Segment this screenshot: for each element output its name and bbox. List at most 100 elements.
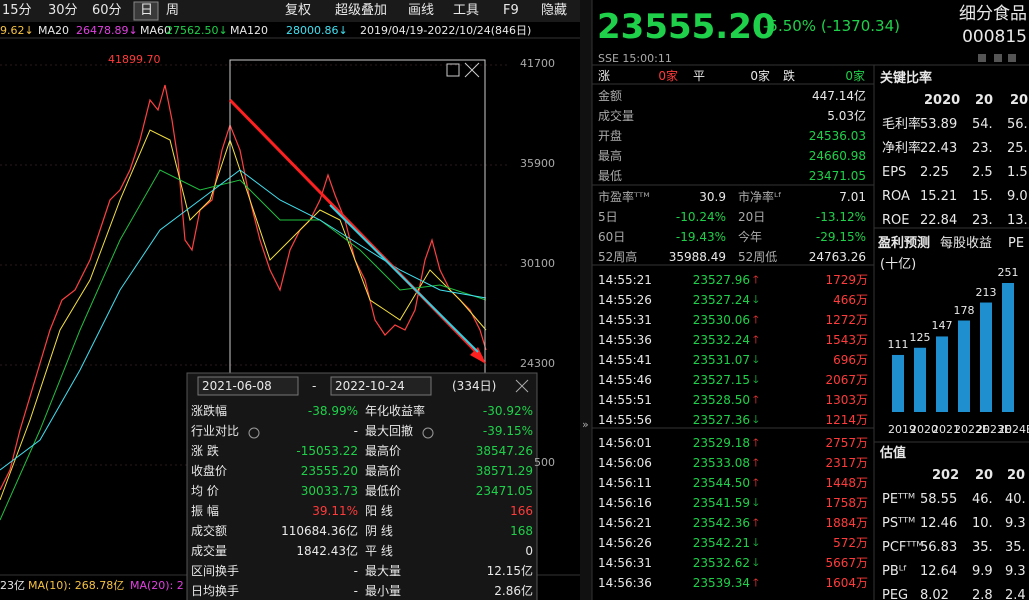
ratio-value: 25. bbox=[1007, 141, 1028, 156]
toolbar-button[interactable]: 复权 bbox=[285, 3, 312, 18]
stat-label: 最高价 bbox=[365, 464, 402, 478]
stat-label: 最低价 bbox=[365, 484, 402, 498]
trade-time: 14:55:21 bbox=[598, 273, 652, 287]
toolbar-button[interactable]: 隐藏 bbox=[541, 3, 568, 18]
trade-direction: 🡑 bbox=[753, 313, 759, 326]
period-tab[interactable]: 15分 bbox=[2, 3, 32, 18]
trade-direction: 🡑 bbox=[753, 436, 759, 449]
splitter[interactable] bbox=[580, 0, 592, 600]
trade-volume: 466万 bbox=[833, 293, 868, 307]
ratio-value: 15.21 bbox=[920, 189, 958, 204]
year-label: 2019 bbox=[888, 423, 916, 436]
trade-direction: 🡑 bbox=[753, 476, 759, 489]
ma-line bbox=[0, 169, 487, 471]
stat-value: 23555.20 bbox=[300, 464, 358, 478]
price-change: -5.50% (-1370.34) bbox=[763, 17, 900, 35]
trade-time: 14:56:21 bbox=[598, 516, 652, 530]
security-code: 000815 bbox=[962, 27, 1027, 47]
stat-label: 今年 bbox=[738, 230, 763, 244]
date-input[interactable] bbox=[197, 376, 299, 396]
stat-value: -10.24% bbox=[675, 210, 726, 224]
forecast-tab[interactable]: PE bbox=[1008, 236, 1025, 251]
stat-label: 52周高 bbox=[598, 250, 638, 264]
ratio-value: 22.84 bbox=[920, 213, 958, 228]
trade-direction: 🡓 bbox=[753, 373, 759, 386]
year-label: 2022E bbox=[954, 423, 989, 436]
trade-volume: 1884万 bbox=[825, 516, 868, 530]
column-header: 20 bbox=[975, 93, 994, 108]
close-icon[interactable] bbox=[464, 62, 480, 78]
end-date[interactable]: 2022-10-24 bbox=[335, 379, 405, 393]
stat-label: 市净率ᴸᶠ bbox=[738, 190, 782, 204]
stat-label: 最大量 bbox=[365, 564, 402, 578]
stat-label: 60日 bbox=[598, 230, 626, 244]
trade-volume: 1758万 bbox=[825, 496, 868, 510]
help-icon[interactable] bbox=[422, 427, 434, 439]
period-tab[interactable]: 30分 bbox=[48, 3, 78, 18]
trade-price: 23544.50 bbox=[692, 476, 750, 490]
price-axis-label: 30100 bbox=[520, 257, 555, 270]
trade-price: 23541.59 bbox=[692, 496, 750, 510]
separator: - bbox=[312, 379, 317, 393]
popup-close[interactable] bbox=[515, 379, 529, 393]
start-date[interactable]: 2021-06-08 bbox=[202, 379, 272, 393]
collapse-icon[interactable]: » bbox=[582, 418, 589, 431]
trade-time: 14:55:36 bbox=[598, 333, 652, 347]
valuation-value: 9.9 bbox=[972, 564, 993, 579]
ratio-value: 1.5 bbox=[1007, 165, 1028, 180]
toolbar-button[interactable]: 画线 bbox=[408, 3, 435, 18]
day-count: (334日) bbox=[452, 379, 497, 393]
column-header: 2020 bbox=[924, 93, 961, 108]
trade-direction: 🡓 bbox=[753, 293, 759, 306]
stat-label: 涨 跌 bbox=[191, 444, 219, 458]
volume-ma: MA(20): 2 bbox=[130, 579, 184, 592]
bar-value: 178 bbox=[953, 303, 975, 317]
trade-time: 14:55:51 bbox=[598, 393, 652, 407]
trade-time: 14:56:36 bbox=[598, 576, 652, 590]
column-header: 20 bbox=[1010, 93, 1029, 108]
trade-time: 14:56:01 bbox=[598, 436, 652, 450]
stat-label: 最低 bbox=[598, 169, 623, 183]
trade-price: 23531.07 bbox=[692, 353, 750, 367]
last-price: 23555.20 bbox=[597, 7, 776, 47]
stat-value: 1842.43亿 bbox=[296, 544, 358, 558]
date-input[interactable] bbox=[330, 376, 432, 396]
period-tab[interactable]: 周 bbox=[166, 3, 180, 18]
maximize-icon[interactable] bbox=[446, 63, 460, 77]
stat-label: 成交量 bbox=[598, 109, 635, 123]
trade-price: 23527.96 bbox=[692, 273, 750, 287]
stat-value: 23471.05 bbox=[808, 169, 866, 183]
trade-volume: 2067万 bbox=[825, 373, 868, 387]
stat-value: -39.15% bbox=[482, 424, 533, 438]
ma-value: MA60 bbox=[140, 24, 172, 37]
stat-value: 447.14亿 bbox=[812, 89, 866, 103]
valuation-value: 35. bbox=[1005, 540, 1026, 555]
toolbar-button[interactable]: 工具 bbox=[453, 3, 480, 18]
period-tab[interactable]: 日 bbox=[140, 3, 154, 18]
trade-volume: 5667万 bbox=[825, 556, 868, 570]
stats-popup bbox=[186, 372, 538, 600]
stat-value: 39.11% bbox=[312, 504, 358, 518]
stat-value: - bbox=[353, 584, 358, 598]
unit-label: (十亿) bbox=[880, 257, 917, 272]
trade-direction: 🡑 bbox=[753, 273, 759, 286]
period-tab[interactable]: 60分 bbox=[92, 3, 122, 18]
stat-value: 7.01 bbox=[839, 190, 866, 204]
ma-value: MA120 bbox=[230, 24, 269, 37]
forecast-tab[interactable]: 盈利预测 bbox=[878, 236, 931, 251]
column-header: 20 bbox=[975, 468, 994, 483]
trade-volume: 1448万 bbox=[825, 476, 868, 490]
ratio-value: 15. bbox=[972, 189, 993, 204]
valuation-label: PSᵀᵀᴹ bbox=[882, 516, 916, 531]
stat-value: 110684.36亿 bbox=[281, 524, 358, 538]
trade-volume: 696万 bbox=[833, 353, 868, 367]
toolbar-button[interactable]: 超级叠加 bbox=[335, 3, 388, 18]
valuation-value: 8.02 bbox=[920, 588, 949, 600]
forecast-tab[interactable]: 每股收益 bbox=[940, 236, 993, 251]
toolbar-button[interactable]: F9 bbox=[503, 3, 519, 18]
ratio-value: 2.25 bbox=[920, 165, 949, 180]
help-icon[interactable] bbox=[248, 427, 260, 439]
stat-label: 成交量 bbox=[191, 544, 228, 558]
year-label: 2020 bbox=[910, 423, 938, 436]
